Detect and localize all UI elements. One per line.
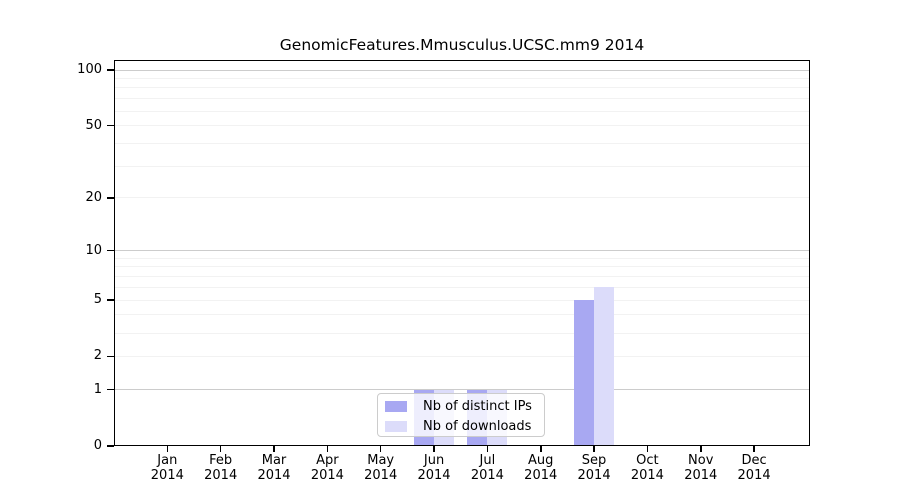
y-tick-label: 100 <box>77 62 102 77</box>
x-tick-year: 2014 <box>470 468 504 483</box>
y-gridline-major <box>114 250 810 252</box>
x-tick-month: Oct <box>636 453 659 468</box>
x-tick-month: Jan <box>157 453 178 468</box>
x-tick-month: Sep <box>581 453 607 468</box>
y-gridline-minor <box>114 266 810 268</box>
x-tick-month: Jul <box>479 453 496 468</box>
x-tick-year: 2014 <box>737 468 771 483</box>
y-gridline-minor <box>114 142 810 144</box>
y-gridline-minor <box>114 197 810 199</box>
x-tick-label: Jun 2014 <box>404 453 464 483</box>
x-tick <box>699 446 702 452</box>
legend-label: Nb of downloads <box>423 418 532 434</box>
y-gridline-minor <box>114 110 810 112</box>
x-tick-month: Dec <box>741 453 767 468</box>
y-tick-label: 5 <box>93 292 102 308</box>
y-gridline-minor <box>114 314 810 316</box>
y-gridline-minor <box>114 165 810 167</box>
y-gridline-minor <box>114 286 810 288</box>
x-tick-month: Nov <box>688 453 714 468</box>
bar-sep-nb-of-distinct-ips <box>574 300 595 446</box>
x-tick-year: 2014 <box>577 468 611 483</box>
y-gridline-minor <box>114 332 810 334</box>
x-tick-label: Jul 2014 <box>457 453 517 483</box>
x-tick-label: Apr 2014 <box>297 453 357 483</box>
y-gridline-minor <box>114 355 810 357</box>
y-tick-label: 1 <box>93 381 102 397</box>
y-gridline-minor <box>114 77 810 79</box>
y-tick <box>107 249 114 252</box>
y-tick-label: 0 <box>93 438 102 453</box>
y-tick <box>107 69 114 71</box>
x-tick-month: Aug <box>528 453 554 468</box>
x-tick <box>379 446 382 452</box>
x-tick-label: Feb 2014 <box>191 453 251 483</box>
x-tick-year: 2014 <box>310 468 344 483</box>
x-tick <box>326 446 329 452</box>
y-tick <box>107 197 114 199</box>
y-tick <box>107 124 114 127</box>
x-tick-year: 2014 <box>204 468 238 483</box>
x-tick <box>646 446 649 452</box>
legend-swatch-nb-of-downloads <box>385 420 407 432</box>
bar-sep-nb-of-downloads <box>594 287 615 446</box>
x-tick-label: May 2014 <box>351 453 411 483</box>
legend: Nb of distinct IPs Nb of downloads <box>377 393 545 437</box>
x-tick <box>166 446 169 452</box>
legend-label: Nb of distinct IPs <box>423 398 532 414</box>
y-gridline-major <box>114 389 810 391</box>
y-tick-label: 50 <box>85 117 102 133</box>
x-tick-label: Sep 2014 <box>564 453 624 483</box>
x-tick-year: 2014 <box>524 468 558 483</box>
legend-item: Nb of distinct IPs <box>378 396 544 416</box>
x-tick-month: Feb <box>209 453 233 468</box>
legend-item: Nb of downloads <box>378 416 544 436</box>
x-tick-label: Dec 2014 <box>724 453 784 483</box>
y-tick <box>107 445 114 447</box>
y-gridline-minor <box>114 125 810 127</box>
x-tick-month: Apr <box>316 453 339 468</box>
y-gridline-minor <box>114 98 810 100</box>
x-tick <box>273 446 275 452</box>
x-tick <box>486 446 489 452</box>
x-tick <box>753 446 755 452</box>
x-tick <box>593 446 595 452</box>
legend-swatch-nb-of-distinct-ips <box>385 400 407 412</box>
y-tick-label: 20 <box>85 189 102 205</box>
y-gridline-major <box>114 69 810 71</box>
x-tick-month: May <box>367 453 395 468</box>
x-tick-label: Aug 2014 <box>511 453 571 483</box>
x-tick-label: Nov 2014 <box>671 453 731 483</box>
y-gridline-minor <box>114 299 810 301</box>
x-tick-year: 2014 <box>417 468 451 483</box>
x-tick-label: Mar 2014 <box>244 453 304 483</box>
y-tick <box>107 388 114 391</box>
x-tick <box>433 446 435 452</box>
x-tick-year: 2014 <box>364 468 398 483</box>
x-tick <box>219 446 222 452</box>
x-tick-month: Jun <box>423 453 445 468</box>
y-tick <box>107 355 114 358</box>
y-gridline-minor <box>114 257 810 259</box>
x-tick-year: 2014 <box>630 468 664 483</box>
x-tick-month: Mar <box>261 453 287 468</box>
chart-title: GenomicFeatures.Mmusculus.UCSC.mm9 2014 <box>279 36 645 54</box>
x-tick-label: Oct 2014 <box>617 453 677 483</box>
x-tick-label: Jan 2014 <box>137 453 197 483</box>
y-tick-label: 2 <box>93 348 102 364</box>
y-gridline-minor <box>114 87 810 89</box>
x-tick-year: 2014 <box>150 468 184 483</box>
x-tick <box>539 446 542 452</box>
y-gridline-minor <box>114 276 810 278</box>
y-tick-label: 10 <box>85 242 102 258</box>
y-tick <box>107 299 114 301</box>
x-tick-year: 2014 <box>684 468 718 483</box>
x-tick-year: 2014 <box>257 468 291 483</box>
